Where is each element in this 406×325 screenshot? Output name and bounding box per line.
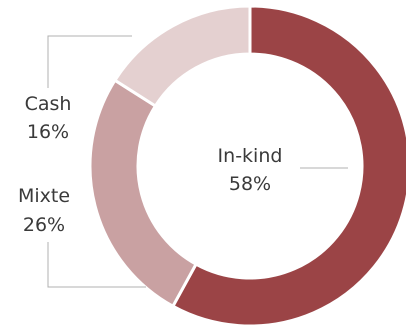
slices-group	[88, 4, 406, 325]
slice-label-in-kind: In-kind	[218, 145, 283, 167]
slice-label-cash: Cash	[25, 93, 72, 115]
leader-line-cash	[47, 35, 132, 88]
slice-label-mixte: Mixte	[18, 185, 70, 207]
leader-lines	[47, 35, 348, 288]
slice-value-cash: 16%	[27, 121, 69, 143]
slice-value-in-kind: 58%	[229, 173, 271, 195]
slice-in-kind	[170, 4, 406, 325]
slice-cash	[112, 4, 252, 109]
leader-line-mixte	[47, 242, 146, 288]
slice-labels: In-kind 58% Cash 16% Mixte 26%	[18, 93, 282, 236]
slice-value-mixte: 26%	[23, 214, 65, 236]
slice-mixte	[88, 78, 199, 309]
